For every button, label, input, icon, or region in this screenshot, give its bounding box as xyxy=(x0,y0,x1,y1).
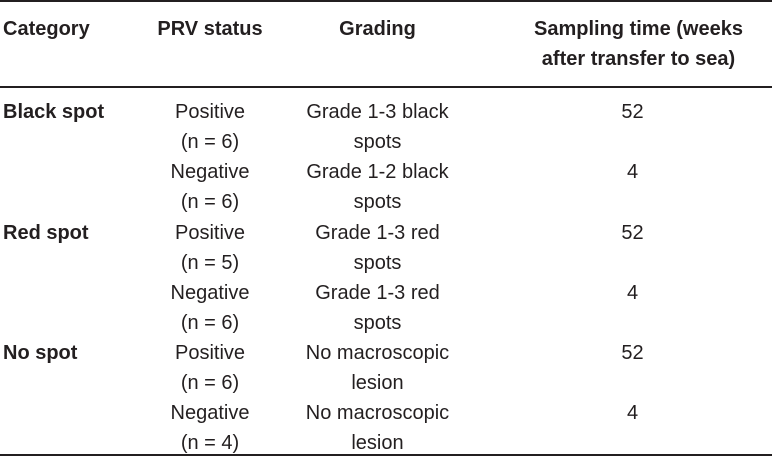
row-prv-status: Negative (n = 4) xyxy=(150,398,270,458)
prv-label: Negative xyxy=(170,282,250,304)
row-sampling-time: 52 xyxy=(621,342,644,364)
table-top-rule xyxy=(0,0,772,2)
prv-label: Positive xyxy=(174,222,246,244)
row-grading: Grade 1-3 black spots xyxy=(280,97,475,157)
grading-line2: spots xyxy=(353,191,402,213)
prv-count: (n = 5) xyxy=(180,252,240,274)
header-sampling-line1: Sampling time (weeks xyxy=(534,18,743,40)
grading-line2: lesion xyxy=(351,372,404,394)
prv-label: Negative xyxy=(170,402,250,424)
row-sampling-time: 52 xyxy=(621,101,644,123)
prv-label: Negative xyxy=(170,161,250,183)
grading-line1: Grade 1-3 red xyxy=(315,222,440,244)
row-grading: Grade 1-2 black spots xyxy=(280,157,475,217)
header-grading: Grading xyxy=(339,18,416,40)
grading-line1: Grade 1-3 black xyxy=(306,101,449,123)
row-grading: Grade 1-3 red spots xyxy=(280,278,475,338)
row-sampling-time: 52 xyxy=(621,222,644,244)
prv-count: (n = 4) xyxy=(180,432,240,454)
row-prv-status: Negative (n = 6) xyxy=(150,157,270,217)
header-sampling-time: Sampling time (weeks after transfer to s… xyxy=(505,14,772,74)
row-sampling-time: 4 xyxy=(626,161,639,183)
row-grading: Grade 1-3 red spots xyxy=(280,218,475,278)
row-category: No spot xyxy=(3,342,78,364)
grading-line1: No macroscopic xyxy=(305,402,450,424)
grading-line2: spots xyxy=(353,131,402,153)
row-sampling-time: 4 xyxy=(626,402,639,424)
header-sampling-line2: after transfer to sea) xyxy=(541,48,736,70)
header-category: Category xyxy=(3,18,90,40)
row-prv-status: Positive (n = 6) xyxy=(150,97,270,157)
prv-count: (n = 6) xyxy=(180,191,240,213)
header-rule xyxy=(0,86,772,88)
prv-count: (n = 6) xyxy=(180,372,240,394)
row-grading: No macroscopic lesion xyxy=(280,338,475,398)
prv-count: (n = 6) xyxy=(180,312,240,334)
grading-line1: Grade 1-3 red xyxy=(315,282,440,304)
grading-line2: lesion xyxy=(351,432,404,454)
row-category: Black spot xyxy=(3,101,105,123)
row-prv-status: Positive (n = 5) xyxy=(150,218,270,278)
grading-line2: spots xyxy=(353,312,402,334)
row-category: Red spot xyxy=(3,222,89,244)
prv-label: Positive xyxy=(174,101,246,123)
grading-line1: Grade 1-2 black xyxy=(306,161,449,183)
prv-label: Positive xyxy=(174,342,246,364)
grading-line1: No macroscopic xyxy=(305,342,450,364)
header-prv-status: PRV status xyxy=(157,18,263,40)
row-grading: No macroscopic lesion xyxy=(280,398,475,458)
table-bottom-rule xyxy=(0,454,772,456)
row-sampling-time: 4 xyxy=(626,282,639,304)
grading-line2: spots xyxy=(353,252,402,274)
row-prv-status: Negative (n = 6) xyxy=(150,278,270,338)
prv-count: (n = 6) xyxy=(180,131,240,153)
row-prv-status: Positive (n = 6) xyxy=(150,338,270,398)
